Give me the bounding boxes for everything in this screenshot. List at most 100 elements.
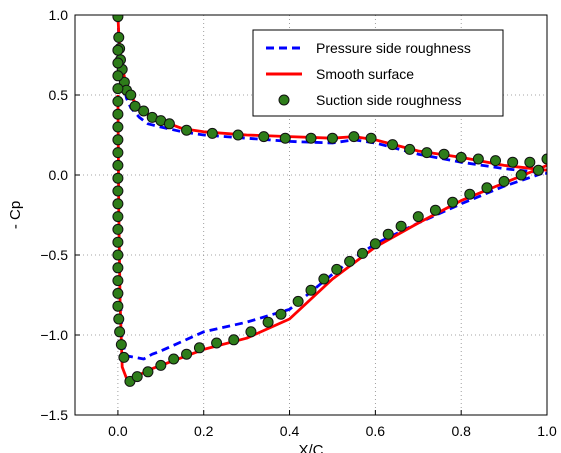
legend-label-smooth: Smooth surface	[316, 66, 414, 82]
suction-point-lower	[112, 262, 124, 274]
suction-point-upper	[138, 105, 150, 117]
suction-point-lower	[181, 348, 193, 360]
suction-point-lower	[112, 275, 124, 287]
suction-point-lower	[155, 359, 167, 371]
suction-point-lower	[142, 366, 154, 378]
suction-point-lower	[114, 326, 126, 338]
suction-point-lower	[112, 70, 124, 82]
suction-point-lower	[112, 185, 124, 197]
suction-point-lower	[112, 134, 124, 146]
y-tick-label: 1.0	[49, 7, 69, 23]
suction-point-lower	[515, 169, 527, 181]
suction-point-upper	[112, 15, 124, 23]
suction-point-lower	[118, 351, 130, 363]
suction-point-lower	[112, 236, 124, 248]
suction-point-upper	[438, 148, 450, 160]
suction-point-upper	[472, 153, 484, 165]
x-tick-label: 0.4	[280, 423, 300, 439]
suction-point-lower	[356, 247, 368, 259]
suction-point-upper	[258, 131, 270, 143]
suction-point-upper	[181, 124, 193, 136]
y-tick-label: −1.0	[40, 327, 68, 343]
suction-point-lower	[275, 308, 287, 320]
suction-point-lower	[481, 182, 493, 194]
suction-point-lower	[112, 198, 124, 210]
x-tick-label: 0.0	[108, 423, 128, 439]
suction-point-upper	[541, 153, 547, 165]
y-tick-label: 0.0	[49, 167, 69, 183]
plot-frame	[74, 14, 548, 416]
suction-point-upper	[524, 156, 536, 168]
suction-point-lower	[447, 196, 459, 208]
series-line-3	[116, 94, 547, 380]
suction-point-lower	[193, 342, 205, 354]
suction-point-lower	[112, 172, 124, 184]
suction-point-upper	[455, 151, 467, 163]
suction-point-lower	[113, 313, 125, 325]
suction-point-lower	[382, 228, 394, 240]
suction-point-lower	[112, 249, 124, 261]
suction-point-lower	[318, 273, 330, 285]
suction-point-upper	[305, 132, 317, 144]
suction-point-upper	[125, 89, 137, 101]
legend: Pressure side roughness Smooth surface S…	[252, 29, 504, 117]
suction-point-lower	[464, 188, 476, 200]
suction-point-lower	[331, 263, 343, 275]
suction-point-upper	[507, 156, 519, 168]
suction-point-lower	[305, 284, 317, 296]
suction-point-lower	[112, 108, 124, 120]
suction-point-lower	[115, 339, 127, 351]
x-tick-label: 0.2	[194, 423, 214, 439]
suction-point-lower	[262, 316, 274, 328]
suction-point-upper	[421, 147, 433, 159]
suction-point-lower	[112, 287, 124, 299]
suction-point-lower	[412, 211, 424, 223]
suction-point-lower	[112, 83, 124, 95]
suction-point-lower	[112, 147, 124, 159]
suction-point-lower	[168, 353, 180, 365]
suction-point-lower	[112, 95, 124, 107]
suction-point-lower	[369, 238, 381, 250]
suction-point-upper	[404, 143, 416, 155]
suction-point-lower	[112, 211, 124, 223]
suction-point-upper	[490, 155, 502, 167]
suction-point-lower	[112, 44, 124, 56]
x-tick-label: 0.8	[451, 423, 471, 439]
suction-point-lower	[112, 121, 124, 133]
suction-point-upper	[365, 132, 377, 144]
y-tick-label: 0.5	[49, 87, 69, 103]
suction-point-upper	[326, 132, 338, 144]
suction-point-lower	[131, 371, 143, 383]
y-tick-label: −0.5	[40, 247, 68, 263]
suction-point-lower	[395, 220, 407, 232]
suction-point-upper	[348, 131, 360, 143]
x-axis-label: X/C	[298, 442, 323, 453]
x-tick-label: 0.6	[366, 423, 386, 439]
suction-point-upper	[279, 132, 291, 144]
suction-point-lower	[429, 204, 441, 216]
plot-area	[112, 15, 547, 387]
suction-point-lower	[112, 300, 124, 312]
y-axis-label: - Cp	[7, 201, 24, 229]
suction-point-lower	[344, 255, 356, 267]
suction-point-upper	[206, 127, 218, 139]
suction-point-lower	[228, 334, 240, 346]
suction-point-upper	[387, 139, 399, 151]
suction-point-upper	[163, 118, 175, 130]
suction-point-lower	[112, 223, 124, 235]
suction-point-lower	[112, 159, 124, 171]
y-tick-label: −1.5	[40, 407, 68, 423]
legend-label-suction: Suction side roughness	[316, 92, 462, 108]
suction-point-upper	[232, 129, 244, 141]
x-tick-label: 1.0	[537, 423, 557, 439]
suction-point-upper	[113, 31, 125, 43]
suction-point-upper	[129, 100, 141, 112]
suction-point-lower	[211, 337, 223, 349]
suction-point-lower	[112, 57, 124, 69]
suction-point-lower	[532, 164, 544, 176]
legend-swatch-suction	[278, 94, 290, 106]
suction-point-lower	[498, 175, 510, 187]
legend-label-pressure: Pressure side roughness	[316, 40, 471, 56]
suction-point-lower	[245, 326, 257, 338]
